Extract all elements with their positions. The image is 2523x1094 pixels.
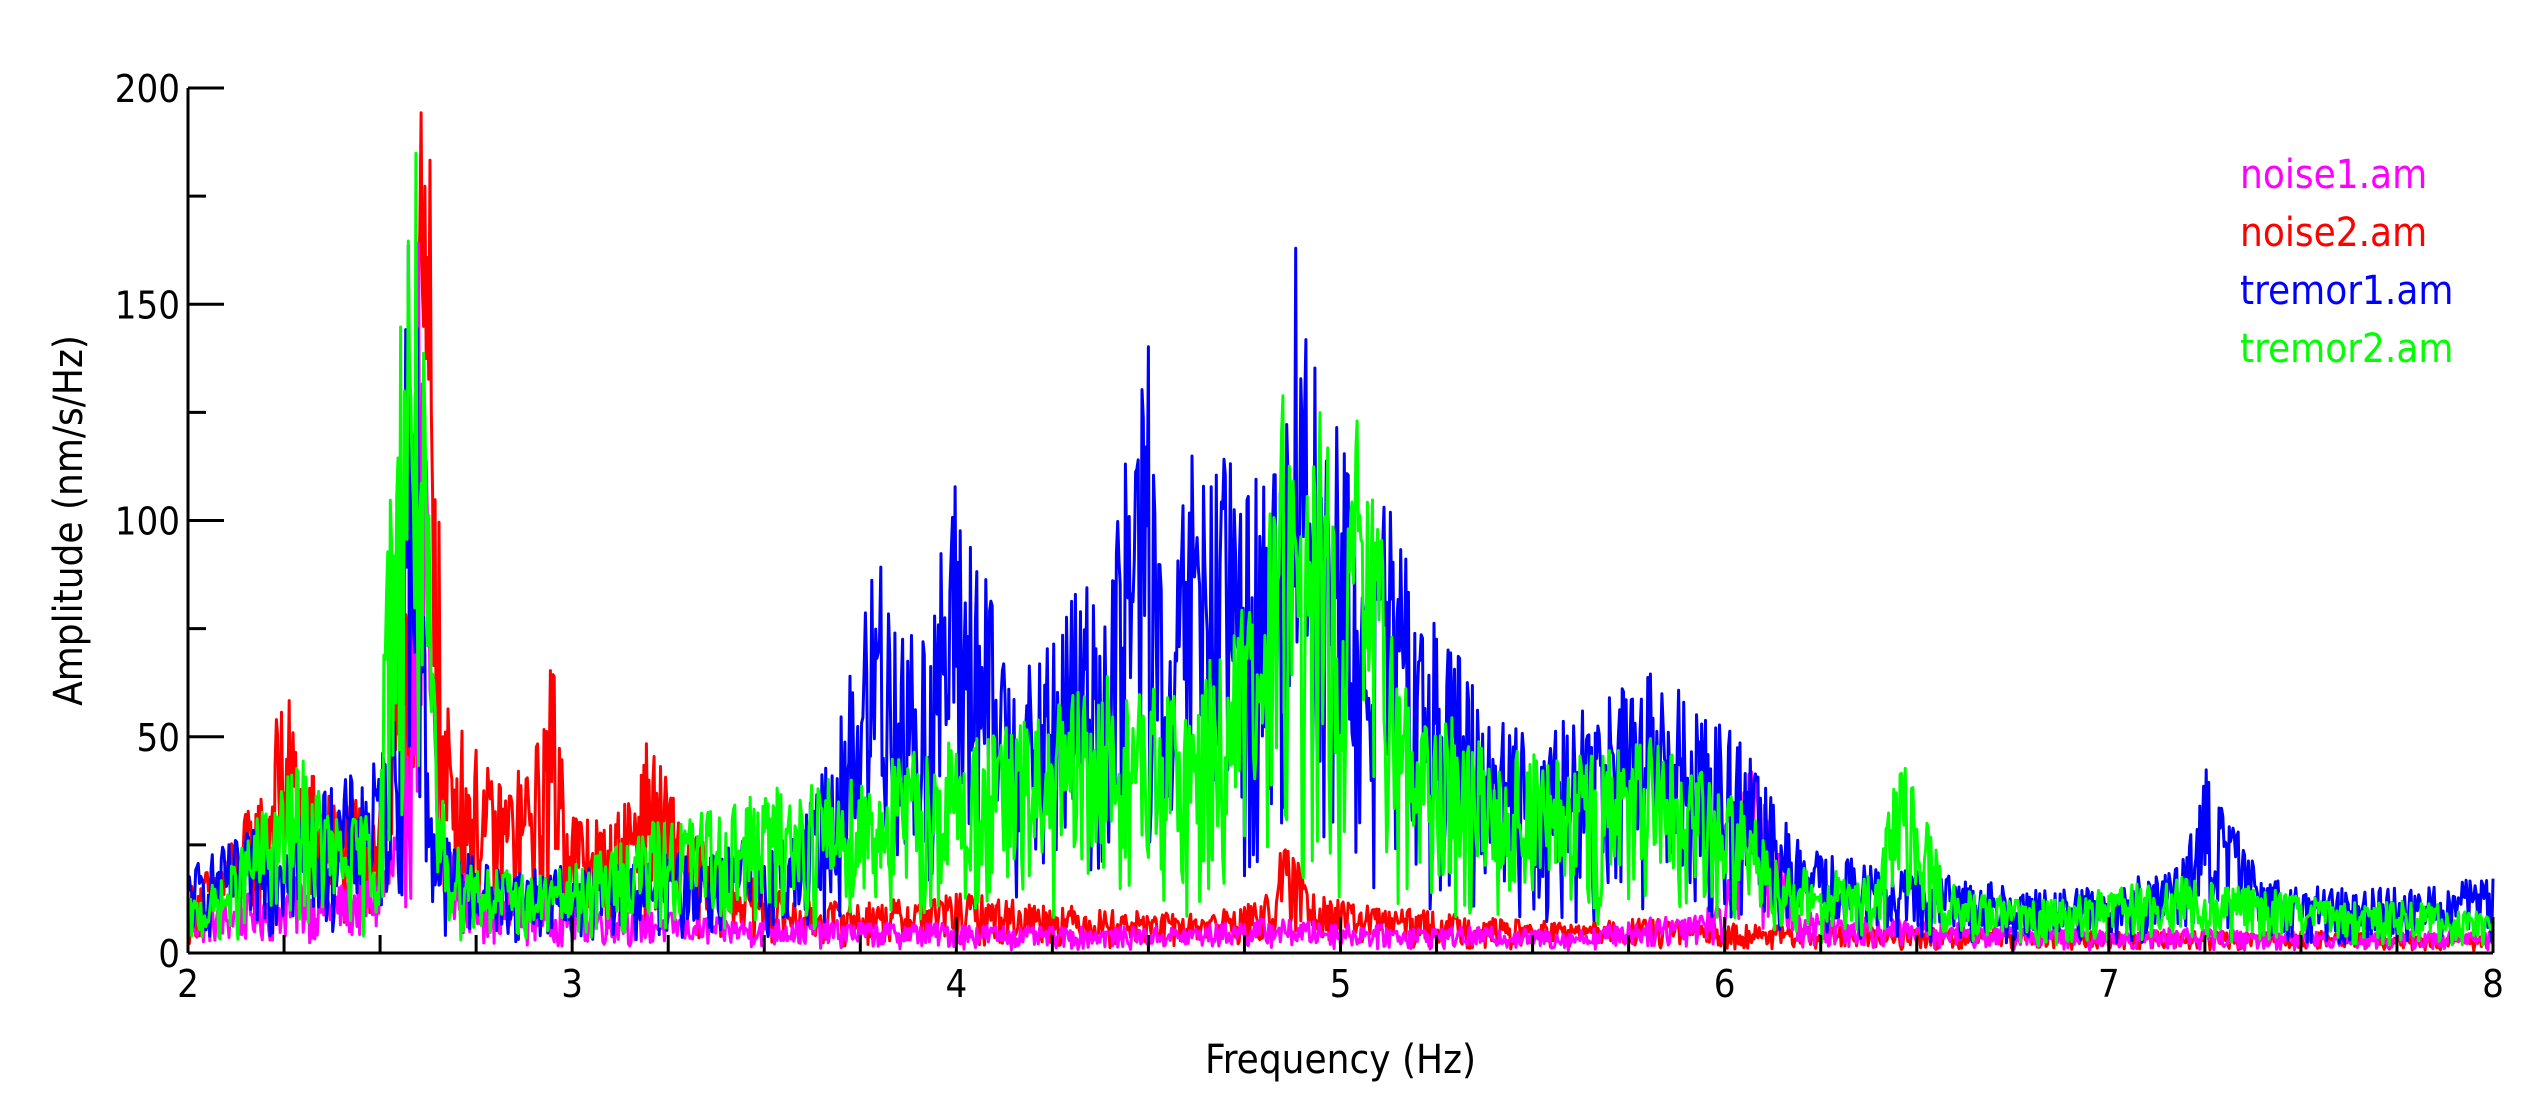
axes-layer (186, 86, 2495, 955)
x-tick-label: 8 (2482, 962, 2504, 1006)
tick-labels: 0 50 100 150 200 2 3 4 5 6 7 8 (115, 67, 2504, 1006)
y-tick-label: 50 (137, 716, 181, 760)
x-tick-label: 2 (177, 962, 199, 1006)
legend-item-noise1-am: noise1.am (2240, 152, 2427, 198)
legend-item-tremor1-am: tremor1.am (2240, 268, 2453, 314)
x-tick-label: 5 (1330, 962, 1352, 1006)
x-tick-label: 6 (1714, 962, 1736, 1006)
legend-item-tremor2-am: tremor2.am (2240, 326, 2453, 372)
x-axis-title: Frequency (Hz) (1205, 1037, 1476, 1083)
y-tick-label: 150 (115, 283, 180, 327)
y-tick-label: 200 (115, 67, 180, 111)
x-tick-label: 7 (2098, 962, 2120, 1006)
x-tick-label: 3 (561, 962, 583, 1006)
legend: noise1.am noise2.am tremor1.am tremor2.am (2240, 152, 2453, 372)
series-layer (186, 111, 2495, 953)
y-tick-label: 0 (158, 932, 180, 976)
x-tick-label: 4 (945, 962, 967, 1006)
legend-item-noise2-am: noise2.am (2240, 210, 2427, 256)
series-line-tremor2-am (186, 151, 2495, 948)
y-tick-label: 100 (115, 500, 180, 544)
y-axis-title: Amplitude (nm/s/Hz) (46, 335, 92, 706)
